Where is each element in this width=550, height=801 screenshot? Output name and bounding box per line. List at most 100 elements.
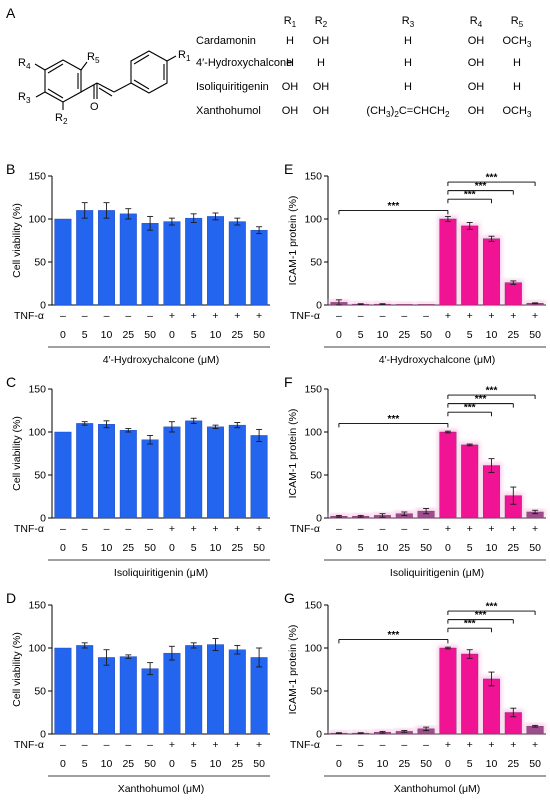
error-bar	[190, 417, 197, 424]
table-cell: H	[513, 81, 521, 93]
x-tick-label: 50	[529, 329, 541, 341]
structure-label-r4: R4	[18, 57, 31, 71]
tnf-indicator: +	[191, 310, 197, 322]
bar	[250, 229, 268, 306]
panel-label-f: F	[284, 374, 293, 390]
error-bar	[357, 303, 364, 306]
error-bar	[81, 642, 88, 649]
y-axis-label: ICAM-1 protein (%)	[287, 409, 299, 499]
x-tick-label: 25	[398, 758, 410, 770]
bar	[228, 221, 246, 306]
tnf-indicator: –	[104, 310, 110, 322]
y-tick-label: 100	[28, 643, 46, 655]
y-tick-label: 150	[28, 384, 46, 396]
x-tick-label: 10	[486, 329, 498, 341]
error-bar	[234, 422, 241, 429]
error-bar	[532, 302, 539, 305]
bar	[185, 217, 203, 306]
right-ring-double-bond-3	[133, 79, 150, 90]
x-tick-label: 10	[210, 542, 222, 554]
tnf-indicator: +	[532, 310, 538, 322]
table-cell: OH	[282, 81, 299, 93]
table-cell: OH	[468, 57, 485, 69]
x-tick-label: 25	[507, 329, 519, 341]
tnf-indicator: –	[125, 310, 131, 322]
table-cell: OH	[468, 81, 485, 93]
error-bar	[147, 434, 154, 445]
error-bar	[212, 638, 219, 652]
tnf-indicator: –	[104, 523, 110, 535]
error-bar	[335, 514, 342, 518]
x-axis-title: Isoliquiritigenin (μM)	[390, 567, 484, 579]
x-tick-label: 0	[60, 329, 66, 341]
bar	[98, 424, 115, 519]
significance-label: ***	[388, 630, 400, 641]
bar	[207, 644, 224, 735]
error-bar	[103, 202, 110, 219]
error-bar	[125, 208, 132, 220]
bar	[119, 430, 137, 519]
bar	[207, 216, 224, 306]
x-tick-label: 10	[101, 542, 113, 554]
tnf-row-label: TNF-α	[290, 310, 320, 322]
table-header-r5: R5	[511, 15, 524, 29]
significance-label: ***	[388, 414, 400, 425]
x-tick-label: 0	[336, 758, 342, 770]
error-bar	[488, 458, 495, 473]
x-axis-title: Xanthohumol (μM)	[118, 783, 205, 795]
significance-label: ***	[475, 610, 487, 621]
error-bar	[423, 508, 430, 515]
tnf-indicator: –	[358, 523, 364, 535]
x-tick-label: 5	[191, 758, 197, 770]
y-tick-label: 0	[316, 729, 322, 741]
substituent-table: R1 R2 R3 R4 R5 Cardamonin H OH H OH OCH3 4′-Hydroxy…	[196, 15, 532, 119]
bar	[76, 210, 94, 306]
y-tick-label: 100	[304, 643, 322, 655]
y-tick-label: 150	[304, 171, 322, 183]
bar	[185, 645, 203, 735]
y-axis-label: ICAM-1 protein (%)	[287, 196, 299, 286]
tnf-indicator: –	[60, 523, 66, 535]
y-tick-label: 50	[34, 470, 46, 482]
x-tick-label: 25	[122, 542, 134, 554]
tnf-indicator: –	[336, 523, 342, 535]
x-tick-label: 50	[420, 329, 432, 341]
bar	[228, 649, 246, 735]
x-tick-label: 50	[420, 542, 432, 554]
panel-label-d: D	[6, 590, 16, 606]
right-benzene-ring	[130, 50, 168, 94]
bar	[250, 657, 268, 735]
table-cell: H	[404, 81, 412, 93]
x-tick-label: 10	[101, 758, 113, 770]
bar	[504, 282, 522, 306]
bar	[54, 218, 72, 306]
panel-label-g: G	[284, 590, 295, 606]
error-bar	[168, 421, 175, 433]
tnf-indicator: +	[445, 523, 451, 535]
bar	[163, 426, 181, 519]
x-axis-title: 4′-Hydroxychalcone (μM)	[103, 354, 220, 366]
error-bar	[147, 215, 154, 231]
tnf-indicator: +	[467, 523, 473, 535]
x-tick-label: 50	[144, 758, 156, 770]
x-tick-label: 25	[122, 329, 134, 341]
table-cell: OH	[282, 105, 299, 117]
tnf-indicator: +	[256, 739, 262, 751]
x-tick-label: 50	[253, 329, 265, 341]
x-tick-label: 5	[82, 329, 88, 341]
x-tick-label: 0	[60, 542, 66, 554]
significance-label: ***	[464, 403, 476, 414]
tnf-indicator: +	[234, 739, 240, 751]
y-tick-label: 150	[28, 600, 46, 612]
table-cell: H	[404, 57, 412, 69]
alkene-bond	[96, 82, 115, 93]
tnf-indicator: +	[532, 739, 538, 751]
x-tick-label: 50	[420, 758, 432, 770]
error-bar	[510, 280, 517, 285]
x-tick-label: 10	[377, 758, 389, 770]
significance-bracket	[447, 394, 536, 400]
table-cell: OH	[313, 35, 330, 47]
x-tick-label: 10	[210, 758, 222, 770]
